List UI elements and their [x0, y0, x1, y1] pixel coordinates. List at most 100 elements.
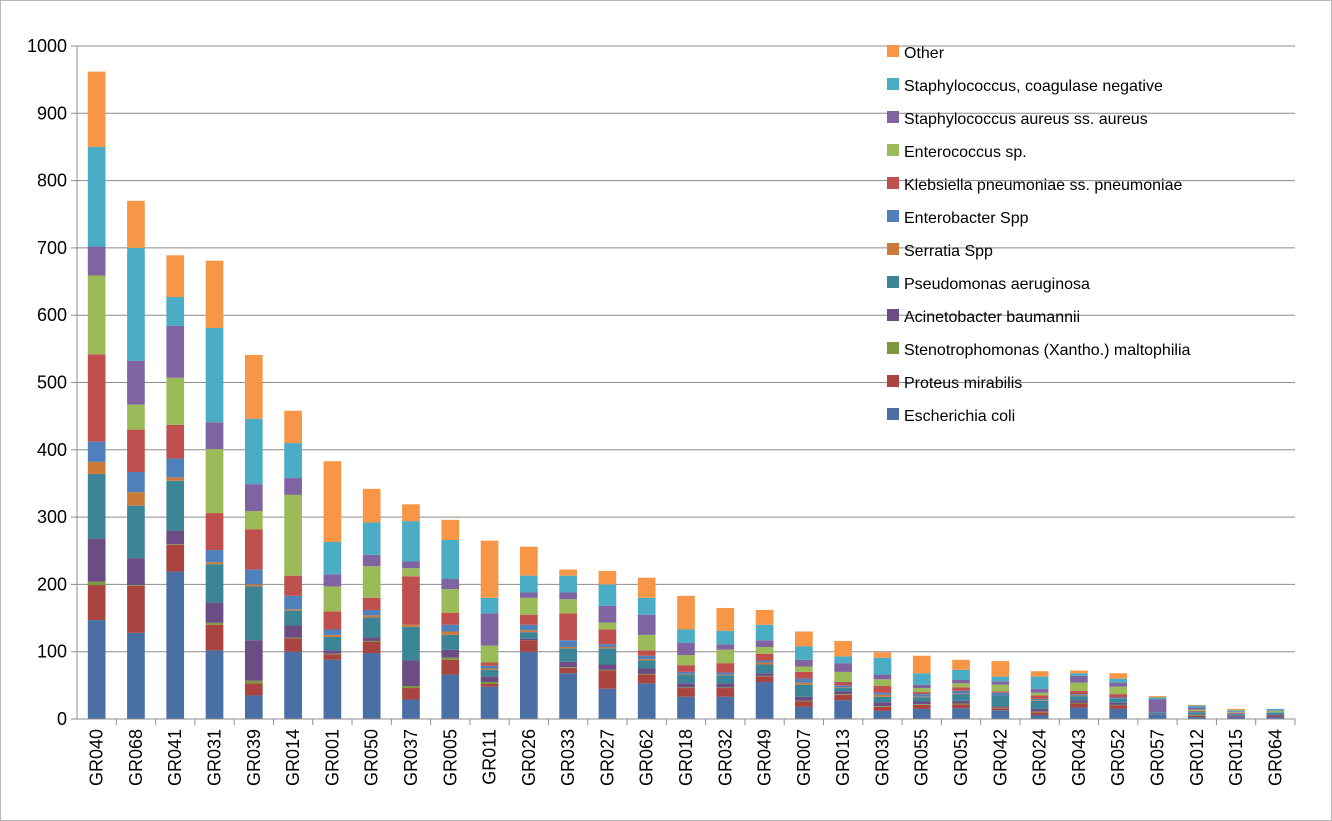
bar-segment: [559, 667, 577, 674]
bar-segment: [795, 678, 813, 683]
bar-segment: [991, 661, 1010, 677]
bar-segment: [637, 668, 656, 674]
bar-segment: [441, 659, 460, 675]
legend: Other Staphylococcus, coagulase negative S…: [887, 45, 1190, 425]
bar-segment: [559, 646, 577, 649]
bar-segment: [952, 659, 970, 670]
legend-label: Serratia Spp: [904, 243, 993, 260]
legend-label: Proteus mirabilis: [904, 375, 1022, 392]
bar-segment: [1187, 712, 1206, 715]
bar-segment: [716, 672, 735, 675]
legend-swatch: [887, 78, 899, 90]
x-tick-label: GR040: [87, 729, 107, 786]
bar-segment: [1070, 694, 1088, 696]
bar-segment: [755, 673, 774, 676]
bar-segment: [480, 686, 499, 719]
bar-segment: [1030, 671, 1049, 677]
legend-label: Stenotrophomonas (Xantho.) maltophilia: [904, 342, 1190, 359]
bar-segment: [834, 688, 853, 692]
bar-segment: [441, 674, 460, 719]
legend-swatch: [887, 408, 899, 420]
bar-segment: [755, 681, 774, 719]
bar-segment: [1227, 714, 1245, 716]
bar-segment: [284, 637, 302, 639]
bar-segment: [952, 687, 970, 691]
bar-segment: [205, 422, 224, 450]
bar-segment: [1109, 697, 1128, 699]
bar-segment: [716, 696, 735, 719]
bar-segment: [87, 474, 106, 539]
bar-segment: [952, 683, 970, 688]
legend-label: Acinetobacter baumannii: [904, 309, 1080, 326]
bar-segment: [598, 648, 617, 665]
bar-segment: [205, 650, 224, 719]
bar-segment: [1109, 686, 1128, 695]
bar-segment: [519, 614, 538, 625]
x-tick-label: GR015: [1226, 729, 1246, 786]
bar-segment: [1266, 712, 1285, 715]
bar-segment: [559, 592, 577, 600]
bar-segment: [480, 665, 499, 669]
bar-segment: [87, 581, 106, 586]
bar-segment: [87, 620, 106, 719]
bar-segment: [637, 650, 656, 656]
x-tick-label: GR012: [1187, 729, 1207, 786]
bar-segment: [1187, 709, 1206, 711]
bar-segment: [637, 683, 656, 719]
bar-segment: [677, 642, 695, 656]
bar-segment: [1266, 715, 1285, 717]
bar-segment: [362, 597, 381, 610]
bar-segment: [834, 687, 853, 689]
x-tick-label: GR033: [558, 729, 578, 786]
legend-label: Staphylococcus, coagulase negative: [904, 78, 1163, 95]
bar-segment: [519, 630, 538, 633]
bar-segment: [127, 429, 145, 473]
bar-segment: [1148, 714, 1167, 719]
bar-segment: [480, 669, 499, 677]
bar-segment: [716, 649, 735, 664]
bar-segment: [1187, 714, 1206, 715]
bar-segment: [519, 638, 538, 641]
bar-segment: [1030, 714, 1049, 719]
bar-segment: [441, 539, 460, 580]
bar-segment: [912, 692, 931, 695]
bar-segment: [284, 478, 302, 495]
bar-segment: [127, 585, 145, 633]
bar-segment: [637, 660, 656, 669]
bar-segment: [834, 700, 853, 719]
bar-segment: [637, 674, 656, 684]
x-tick-label: GR037: [401, 729, 421, 786]
bar-segment: [1030, 700, 1049, 701]
bar-segment: [716, 607, 735, 631]
x-tick-label: GR057: [1147, 729, 1167, 786]
bar-segment: [598, 670, 617, 689]
bar-segment: [1227, 716, 1245, 719]
bar-segment: [244, 418, 263, 485]
bar-segment: [166, 325, 185, 378]
bar-segment: [677, 673, 695, 675]
legend-swatch: [887, 177, 899, 189]
bar-segment: [1148, 699, 1167, 713]
bar-segment: [402, 568, 420, 577]
bar-segment: [637, 673, 656, 675]
x-tick-label: GR051: [951, 729, 971, 786]
bar-segment: [1266, 712, 1285, 713]
bar-segment: [441, 579, 460, 590]
bar-segment: [1148, 696, 1167, 698]
bar-segment: [716, 688, 735, 697]
bar-segment: [166, 458, 185, 478]
bar-segment: [284, 494, 302, 576]
bar-segment: [402, 504, 420, 522]
bar-segment: [284, 595, 302, 610]
bar-segment: [1070, 682, 1088, 691]
x-tick-label: GR049: [755, 729, 775, 786]
bar-segment: [1187, 714, 1206, 716]
bar-segment: [441, 519, 460, 540]
bar-segment: [873, 702, 892, 707]
x-tick-label: GR030: [872, 729, 892, 786]
bar-segment: [834, 694, 853, 701]
bar-segment: [323, 659, 342, 719]
bar-segment: [284, 638, 302, 652]
bar-segment: [244, 680, 263, 684]
bar-segment: [716, 663, 735, 673]
